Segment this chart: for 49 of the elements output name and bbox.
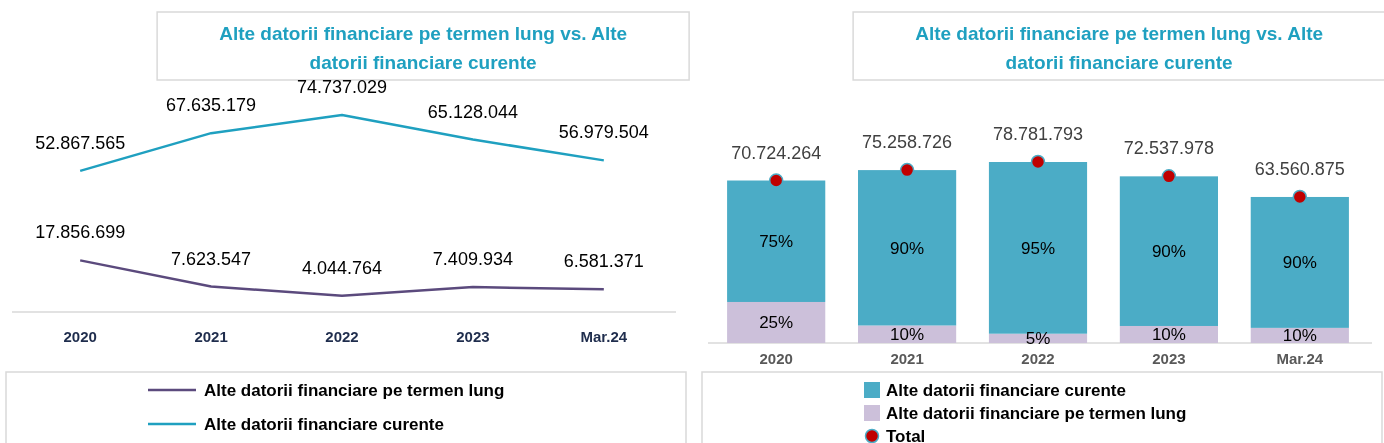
data-label: 78.781.793 xyxy=(992,124,1084,144)
annotation: 90% xyxy=(1151,242,1186,262)
annotation: 10% xyxy=(1282,326,1317,346)
annotation: 10% xyxy=(1151,325,1186,345)
x-tick-label: 2021 xyxy=(194,328,228,345)
chart-title: Alte datorii financiare pe termen lung vs. Alte datorii financiare curente xyxy=(219,23,628,73)
x-tick-label: 2022 xyxy=(1021,350,1055,367)
x-tick-label: 2020 xyxy=(759,350,793,367)
x-tick-label: 2021 xyxy=(890,350,924,367)
data-label: 7.623.547 xyxy=(171,248,252,269)
point xyxy=(1161,169,1177,184)
data-label: 56.979.504 xyxy=(558,122,649,143)
legend-label: Alte datorii financiare pe termen lung xyxy=(886,404,1187,423)
data-label: 65.128.044 xyxy=(427,101,518,122)
data-label: 63.560.875 xyxy=(1254,158,1345,179)
point xyxy=(899,162,915,178)
data-label: 4.044.764 xyxy=(301,257,383,278)
data-label: 17.856.699 xyxy=(35,222,126,243)
annotation: 25% xyxy=(759,313,794,333)
data-label: 67.635.179 xyxy=(166,95,257,116)
annotation: 75% xyxy=(759,232,794,252)
point xyxy=(1292,189,1308,205)
data-label: 52.867.565 xyxy=(35,132,126,153)
data-label: 74.737.029 xyxy=(296,77,388,97)
data-label: 72.537.978 xyxy=(1123,138,1214,159)
text: Alte datorii financiare pe termen lung vs. Alte datorii financiare curente xyxy=(915,23,1324,73)
legend-label: Alte datorii financiare curente xyxy=(204,415,444,434)
data-label: 7.409.934 xyxy=(432,249,513,270)
x-tick-label: Mar.24 xyxy=(580,328,628,345)
annotation: 10% xyxy=(890,325,925,345)
x-tick-label: 2023 xyxy=(1152,350,1186,367)
data-label: 70.724.264 xyxy=(731,142,822,163)
legend-label: Alte datorii financiare pe termen lung xyxy=(204,381,505,400)
annotation: 90% xyxy=(1282,253,1317,273)
x-tick-label: 2023 xyxy=(456,328,490,345)
x-tick-label: 2020 xyxy=(63,328,97,345)
point xyxy=(768,173,784,188)
point xyxy=(1030,154,1046,170)
legend-label: Alte datorii financiare curente xyxy=(886,381,1126,400)
annotation: 95% xyxy=(1020,238,1056,258)
x-tick-label: 2022 xyxy=(325,328,359,345)
bar xyxy=(727,301,826,343)
bar xyxy=(858,325,957,343)
data-label: 6.581.371 xyxy=(563,251,644,272)
x-tick-label: Mar.24 xyxy=(1276,350,1324,367)
legend-label: Total xyxy=(886,427,926,443)
data-label: 75.258.726 xyxy=(862,132,953,153)
annotation: 90% xyxy=(890,238,925,258)
annotation: 5% xyxy=(1025,329,1051,349)
